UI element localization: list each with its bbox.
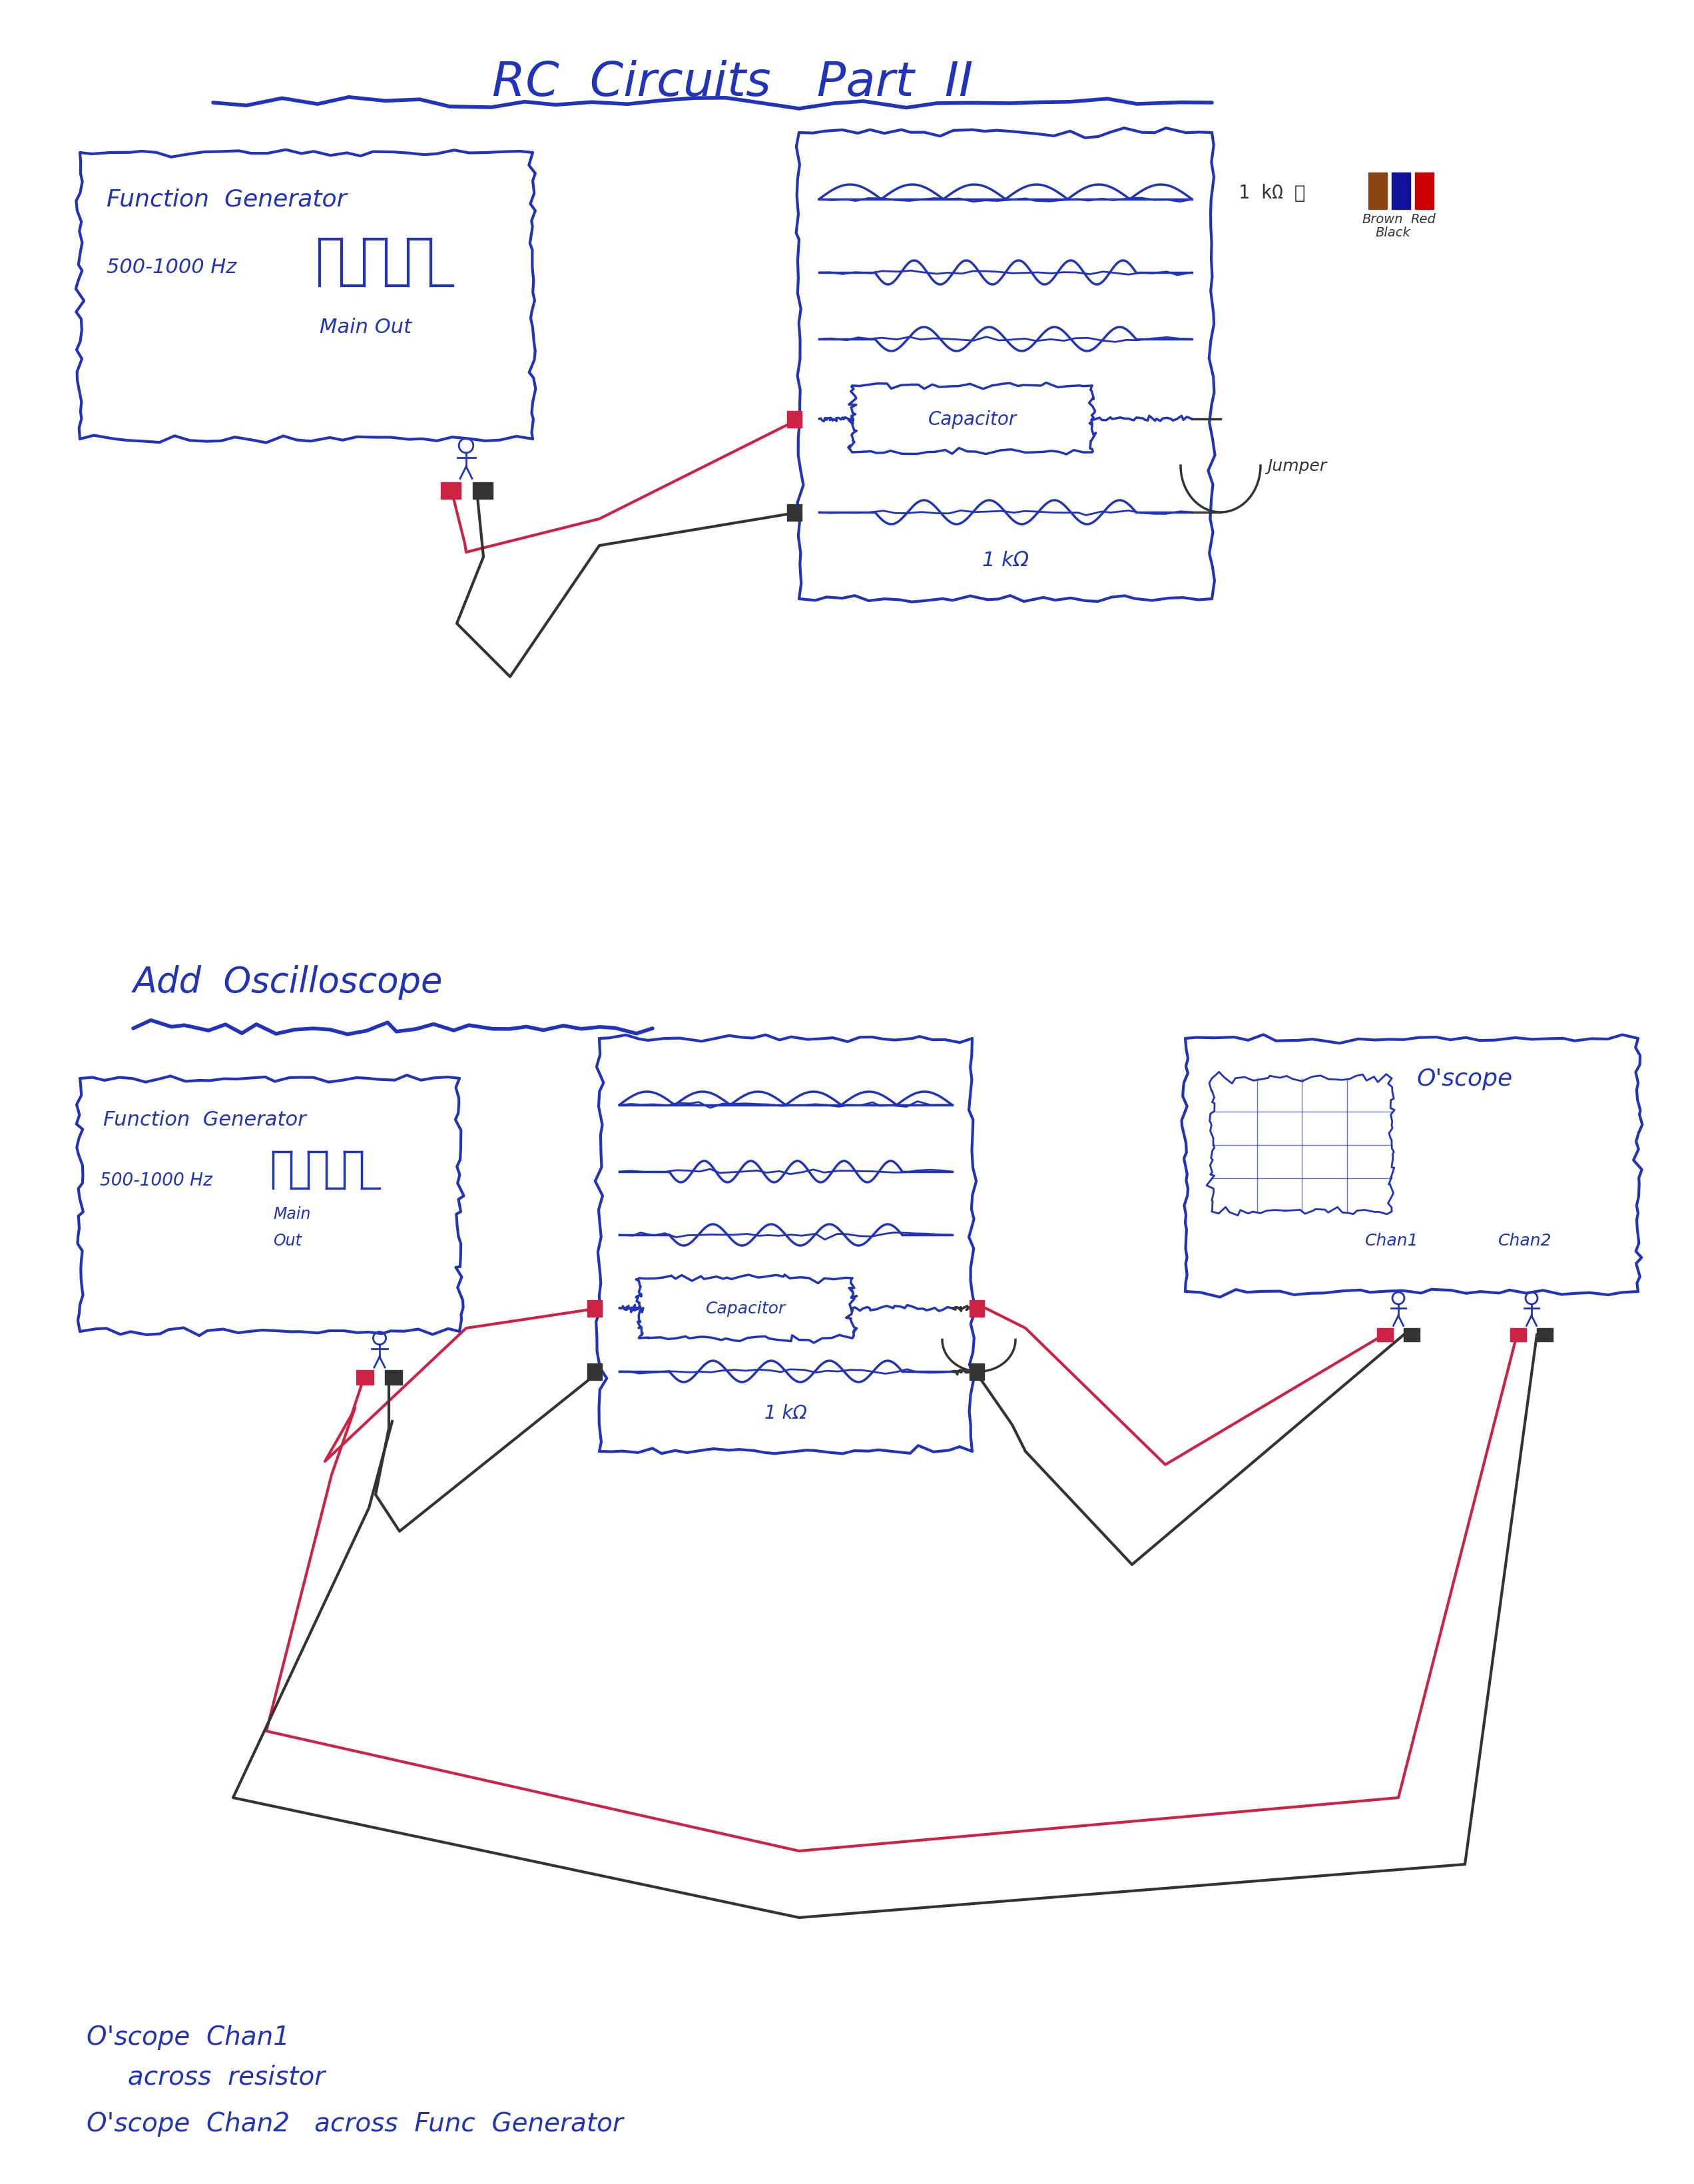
Text: 500-1000 Hz: 500-1000 Hz (107, 258, 237, 277)
Text: 500-1000 Hz: 500-1000 Hz (100, 1173, 212, 1190)
Text: 1 kΩ: 1 kΩ (764, 1404, 806, 1422)
Bar (356, 1369, 374, 1385)
Bar (788, 505, 801, 522)
Bar (1414, 173, 1433, 210)
Bar (1369, 173, 1387, 210)
Text: Main Out: Main Out (320, 317, 412, 336)
Text: Chan1: Chan1 (1365, 1232, 1418, 1249)
Bar (1377, 1328, 1392, 1341)
Bar (440, 483, 461, 500)
Bar (588, 1363, 601, 1380)
Text: Function  Generator: Function Generator (107, 188, 347, 212)
Text: Function  Generator: Function Generator (103, 1109, 307, 1129)
Text: O'scope  Chan2   across  Func  Generator: O'scope Chan2 across Func Generator (86, 2110, 623, 2136)
Text: 1 kΩ ⟹: 1 kΩ ⟹ (1238, 183, 1306, 203)
Text: Chan2: Chan2 (1497, 1232, 1552, 1249)
Text: Capacitor: Capacitor (706, 1299, 786, 1317)
Bar (473, 483, 493, 500)
Bar (588, 1299, 601, 1317)
Bar (1392, 173, 1411, 210)
Text: Black: Black (1376, 227, 1409, 238)
Bar (1511, 1328, 1526, 1341)
Bar (969, 1299, 984, 1317)
Text: O'scope: O'scope (1416, 1068, 1513, 1090)
Bar (1404, 1328, 1420, 1341)
Text: Red: Red (1411, 214, 1435, 225)
Bar (1536, 1328, 1553, 1341)
Text: Main: Main (273, 1206, 310, 1221)
Bar (969, 1363, 984, 1380)
Text: RC  Circuits   Part  II: RC Circuits Part II (491, 59, 972, 105)
Text: Capacitor: Capacitor (928, 411, 1016, 428)
Text: 1 kΩ: 1 kΩ (983, 550, 1028, 570)
Bar (788, 411, 801, 428)
Text: across  resistor: across resistor (86, 2064, 325, 2090)
Text: O'scope  Chan1: O'scope Chan1 (86, 2025, 290, 2049)
Bar (385, 1369, 401, 1385)
Text: Add  Oscilloscope: Add Oscilloscope (134, 965, 444, 1000)
Text: Out: Out (273, 1232, 302, 1249)
Text: Jumper: Jumper (1267, 459, 1326, 474)
Text: Brown: Brown (1362, 214, 1403, 225)
